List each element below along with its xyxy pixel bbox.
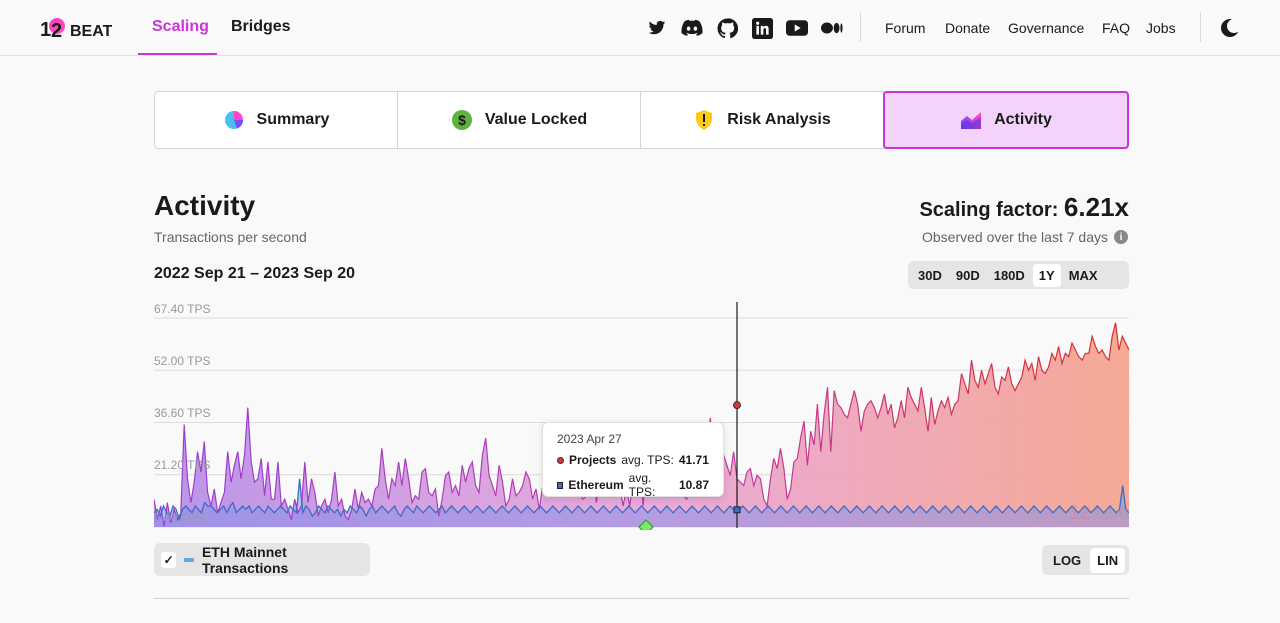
range-90d-button[interactable]: 90D [955, 267, 980, 283]
observed-note: Observed over the last 7 days i [922, 229, 1128, 245]
ethereum-legend-square [557, 481, 564, 489]
scaling-factor: Scaling factor: 6.21x [919, 192, 1129, 223]
project-tabs: Summary $ Value Locked Risk Analysis Act… [154, 91, 1129, 149]
range-1y-button[interactable]: 1Y [1032, 263, 1061, 287]
dark-mode-toggle-icon[interactable] [1219, 17, 1241, 39]
tooltip-projects-suffix: avg. TPS: [621, 453, 674, 467]
linkedin-icon[interactable] [751, 17, 773, 39]
link-governance[interactable]: Governance [1008, 20, 1085, 36]
link-jobs[interactable]: Jobs [1146, 20, 1176, 36]
eth-mainnet-label: ETH Mainnet Transactions [201, 543, 289, 576]
tab-activity[interactable]: Activity [883, 91, 1129, 149]
tab-label: Summary [256, 111, 330, 128]
nav-tab-bridges[interactable]: Bridges [231, 18, 291, 35]
tooltip-eth-suffix: avg. TPS: [628, 471, 656, 499]
date-range: 2022 Sep 21 – 2023 Sep 20 [154, 265, 356, 282]
pie-icon [223, 109, 245, 131]
shield-icon [693, 109, 715, 131]
y-tick-label: 36.60 TPS [154, 406, 211, 420]
tooltip-projects-row: Projects avg. TPS: 41.71 [557, 453, 709, 467]
scale-selector: LOG LIN [1042, 545, 1129, 575]
ethereum-hover-point [733, 506, 741, 514]
svg-text:BEAT: BEAT [70, 23, 112, 40]
scaling-factor-label: Scaling factor: [919, 199, 1059, 221]
projects-area [154, 322, 1129, 527]
tooltip-date: 2023 Apr 27 [557, 432, 622, 446]
divider [860, 12, 861, 42]
svg-text:2: 2 [51, 20, 62, 42]
top-navbar: 1 2 BEAT Scaling Bridges Forum Donate Go… [0, 0, 1280, 56]
svg-text:BEAT: BEAT [1094, 505, 1129, 521]
page-title: Activity [154, 190, 256, 221]
github-icon[interactable] [716, 17, 738, 39]
discord-icon[interactable] [681, 17, 703, 39]
page-subtitle: Transactions per second [154, 229, 307, 245]
y-tick-label: 52.00 TPS [154, 354, 211, 368]
tooltip-projects-value: 41.71 [678, 453, 709, 467]
watermark-logo: 12 BEAT [1069, 502, 1129, 524]
range-max-button[interactable]: MAX [1068, 267, 1098, 283]
svg-text:1: 1 [40, 19, 51, 41]
tab-risk-analysis[interactable]: Risk Analysis [641, 92, 884, 148]
twitter-icon[interactable] [646, 17, 668, 39]
range-180d-button[interactable]: 180D [993, 267, 1025, 283]
tab-summary[interactable]: Summary [155, 92, 398, 148]
y-tick-label: 5.80 TPS [154, 511, 204, 525]
svg-text:12: 12 [1069, 502, 1091, 524]
link-faq[interactable]: FAQ [1102, 20, 1131, 36]
svg-text:$: $ [458, 112, 466, 128]
nav-tab-scaling[interactable]: Scaling [152, 18, 209, 35]
medium-icon[interactable] [821, 17, 843, 39]
youtube-icon[interactable] [786, 17, 808, 39]
milestone-marker[interactable] [638, 519, 654, 530]
tooltip-eth-label: Ethereum [568, 478, 624, 492]
projects-hover-point [733, 401, 741, 410]
ethereum-area [154, 478, 1129, 527]
projects-legend-dot [557, 456, 564, 464]
area-chart-icon [960, 109, 982, 131]
tab-value-locked[interactable]: $ Value Locked [398, 92, 641, 148]
log-scale-button[interactable]: LOG [1053, 552, 1082, 568]
tab-label: Risk Analysis [727, 111, 831, 128]
tab-label: Value Locked [484, 111, 588, 128]
dollar-icon: $ [451, 109, 473, 131]
chart-tooltip: 2023 Apr 27 Projects avg. TPS: 41.71 Eth… [542, 422, 724, 499]
divider [154, 598, 1129, 599]
scaling-factor-value: 6.21x [1063, 192, 1129, 222]
tab-label: Activity [994, 111, 1052, 128]
active-tab-indicator [138, 53, 217, 55]
tooltip-projects-label: Projects [569, 453, 617, 467]
ethereum-line [154, 478, 1129, 522]
tooltip-eth-value: 10.87 [678, 478, 709, 492]
eth-mainnet-toggle[interactable]: ✓ ETH Mainnet Transactions [154, 543, 370, 576]
link-forum[interactable]: Forum [885, 20, 926, 36]
observed-text: Observed over the last 7 days [922, 229, 1108, 245]
range-selector: 30D 90D 180D 1Y MAX [908, 261, 1129, 289]
eth-line-swatch [184, 557, 194, 562]
y-tick-label: 21.20 TPS [154, 458, 211, 472]
info-icon[interactable]: i [1114, 230, 1128, 244]
tooltip-eth-row: Ethereum avg. TPS: 10.87 [557, 471, 709, 499]
eth-mainnet-checkbox[interactable]: ✓ [161, 551, 177, 568]
y-tick-label: 67.40 TPS [154, 302, 211, 316]
range-30d-button[interactable]: 30D [918, 267, 942, 283]
lin-scale-button[interactable]: LIN [1090, 547, 1126, 573]
l2beat-logo[interactable]: 1 2 BEAT [40, 12, 112, 44]
divider [1200, 12, 1201, 42]
link-donate[interactable]: Donate [945, 20, 991, 36]
